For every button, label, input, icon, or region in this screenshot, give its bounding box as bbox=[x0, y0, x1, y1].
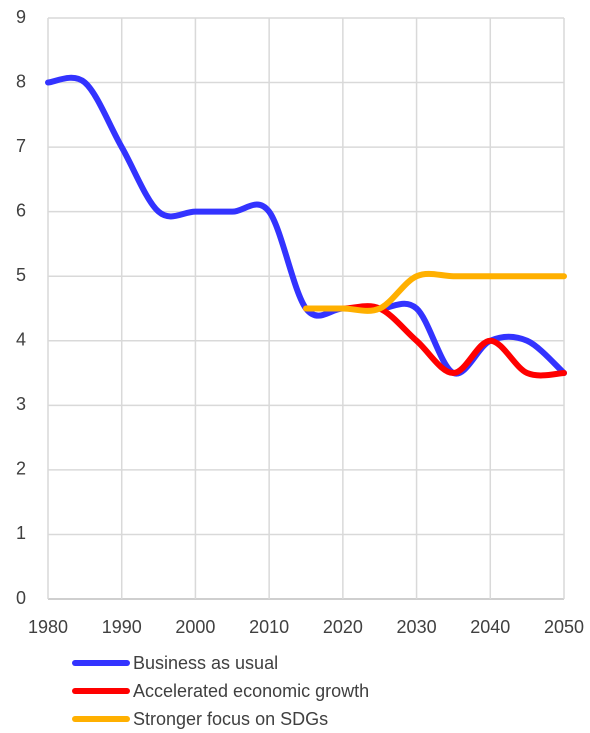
y-tick-label: 2 bbox=[16, 459, 26, 479]
x-tick-label: 1980 bbox=[28, 617, 68, 637]
y-tick-label: 4 bbox=[16, 330, 26, 350]
series-line bbox=[303, 270, 567, 314]
x-tick-label: 2000 bbox=[175, 617, 215, 637]
y-tick-label: 6 bbox=[16, 200, 26, 220]
x-tick-label: 2020 bbox=[323, 617, 363, 637]
y-tick-label: 8 bbox=[16, 71, 26, 91]
y-tick-label: 9 bbox=[16, 7, 26, 27]
y-tick-label: 1 bbox=[16, 523, 26, 543]
legend-label: Business as usual bbox=[133, 653, 278, 673]
y-tick-label: 7 bbox=[16, 136, 26, 156]
x-tick-label: 2030 bbox=[397, 617, 437, 637]
y-tick-label: 5 bbox=[16, 265, 26, 285]
x-tick-label: 1990 bbox=[102, 617, 142, 637]
series-line bbox=[45, 74, 567, 377]
x-tick-label: 2050 bbox=[544, 617, 584, 637]
x-tick-label: 2010 bbox=[249, 617, 289, 637]
legend-label: Accelerated economic growth bbox=[133, 681, 369, 701]
x-tick-label: 2040 bbox=[470, 617, 510, 637]
y-tick-label: 0 bbox=[16, 588, 26, 608]
legend-label: Stronger focus on SDGs bbox=[133, 709, 328, 729]
y-tick-label: 3 bbox=[16, 394, 26, 414]
